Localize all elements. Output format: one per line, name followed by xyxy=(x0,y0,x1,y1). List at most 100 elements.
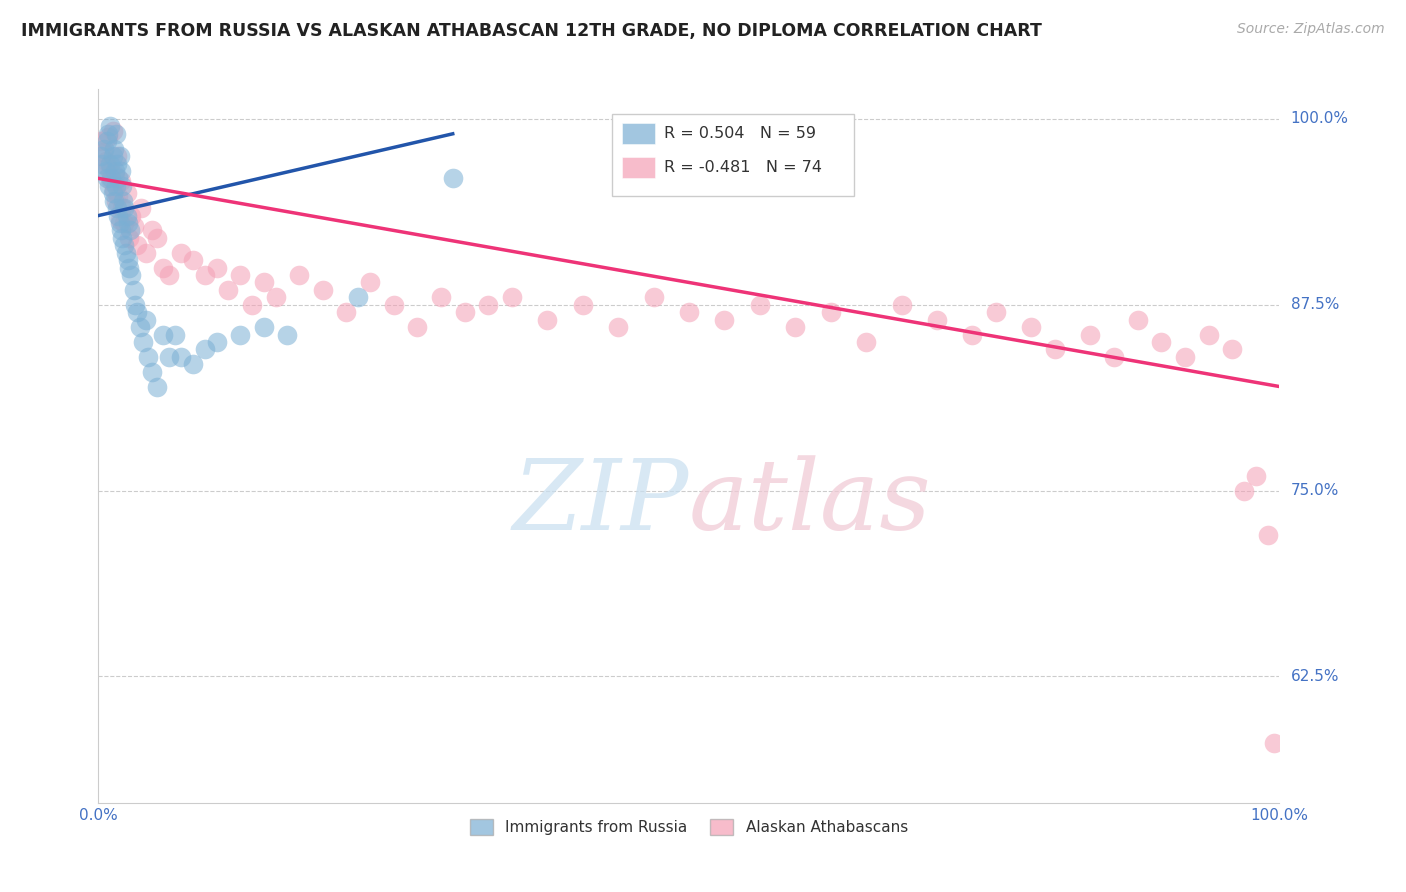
Point xyxy=(127,238,149,252)
Point xyxy=(107,189,129,203)
Point xyxy=(100,174,122,188)
Point xyxy=(90,149,112,163)
Point xyxy=(107,209,129,223)
Text: Source: ZipAtlas.com: Source: ZipAtlas.com xyxy=(1237,22,1385,37)
Point xyxy=(98,178,121,193)
Point xyxy=(205,334,228,349)
Text: R = 0.504   N = 59: R = 0.504 N = 59 xyxy=(664,126,815,141)
Point xyxy=(136,350,159,364)
Point xyxy=(1244,468,1267,483)
Point xyxy=(105,201,128,215)
Point xyxy=(115,209,138,223)
Text: 62.5%: 62.5% xyxy=(1291,669,1339,684)
Point xyxy=(477,298,499,312)
Point xyxy=(111,201,134,215)
Point xyxy=(229,268,252,282)
Point xyxy=(110,164,132,178)
Point xyxy=(105,149,128,163)
Point xyxy=(146,231,169,245)
Point xyxy=(925,312,948,326)
Point xyxy=(1150,334,1173,349)
Point xyxy=(1043,343,1066,357)
Point xyxy=(112,201,135,215)
Point xyxy=(91,145,114,159)
Point xyxy=(103,183,125,197)
Point xyxy=(121,268,143,282)
Point xyxy=(100,171,122,186)
Point xyxy=(347,290,370,304)
Point xyxy=(118,260,141,275)
Point xyxy=(1080,327,1102,342)
Point xyxy=(406,320,429,334)
Point xyxy=(146,379,169,393)
Point xyxy=(181,357,204,371)
Point xyxy=(205,260,228,275)
Point xyxy=(1021,320,1043,334)
Text: atlas: atlas xyxy=(689,456,932,550)
Point xyxy=(103,194,125,208)
Point xyxy=(1263,736,1285,750)
Point xyxy=(748,298,770,312)
Point xyxy=(141,223,163,237)
Point xyxy=(118,231,141,245)
Point xyxy=(112,238,135,252)
Point xyxy=(152,327,174,342)
Point xyxy=(115,186,138,201)
Point xyxy=(229,327,252,342)
Point xyxy=(264,290,287,304)
Point xyxy=(97,129,120,144)
Point xyxy=(820,305,842,319)
Point xyxy=(152,260,174,275)
Point xyxy=(382,298,405,312)
Point xyxy=(101,124,124,138)
Point xyxy=(501,290,523,304)
Point xyxy=(105,156,128,170)
Point xyxy=(607,320,630,334)
Point xyxy=(1174,350,1197,364)
Point xyxy=(98,120,121,134)
Point xyxy=(1220,343,1243,357)
Point xyxy=(194,268,217,282)
Point xyxy=(359,276,381,290)
Point xyxy=(170,245,193,260)
Point xyxy=(713,312,735,326)
Point xyxy=(132,334,155,349)
Point xyxy=(105,127,128,141)
Point xyxy=(108,213,131,227)
Point xyxy=(111,231,134,245)
Point xyxy=(91,156,114,170)
Point xyxy=(114,245,136,260)
Legend: Immigrants from Russia, Alaskan Athabascans: Immigrants from Russia, Alaskan Athabasc… xyxy=(464,814,914,841)
Point xyxy=(430,290,453,304)
Point xyxy=(98,156,121,170)
Point xyxy=(135,245,157,260)
Point xyxy=(453,305,475,319)
Point xyxy=(105,194,128,208)
Point xyxy=(571,298,593,312)
Point xyxy=(335,305,357,319)
Point xyxy=(855,334,877,349)
Point xyxy=(104,169,127,183)
Point xyxy=(124,298,146,312)
Point xyxy=(962,327,984,342)
Point xyxy=(108,149,131,163)
Point xyxy=(101,186,124,201)
Point xyxy=(181,253,204,268)
Point xyxy=(117,253,139,268)
FancyBboxPatch shape xyxy=(621,157,655,178)
Point xyxy=(94,164,117,178)
Point xyxy=(122,283,145,297)
FancyBboxPatch shape xyxy=(612,114,855,196)
Point xyxy=(276,327,298,342)
Point xyxy=(141,365,163,379)
Point xyxy=(110,223,132,237)
Point xyxy=(678,305,700,319)
Point xyxy=(785,320,807,334)
Point xyxy=(117,216,139,230)
Point xyxy=(1257,528,1279,542)
Point xyxy=(101,149,124,163)
Point xyxy=(110,174,132,188)
Point xyxy=(112,194,135,208)
Point xyxy=(111,178,134,193)
Text: R = -0.481   N = 74: R = -0.481 N = 74 xyxy=(664,161,823,175)
